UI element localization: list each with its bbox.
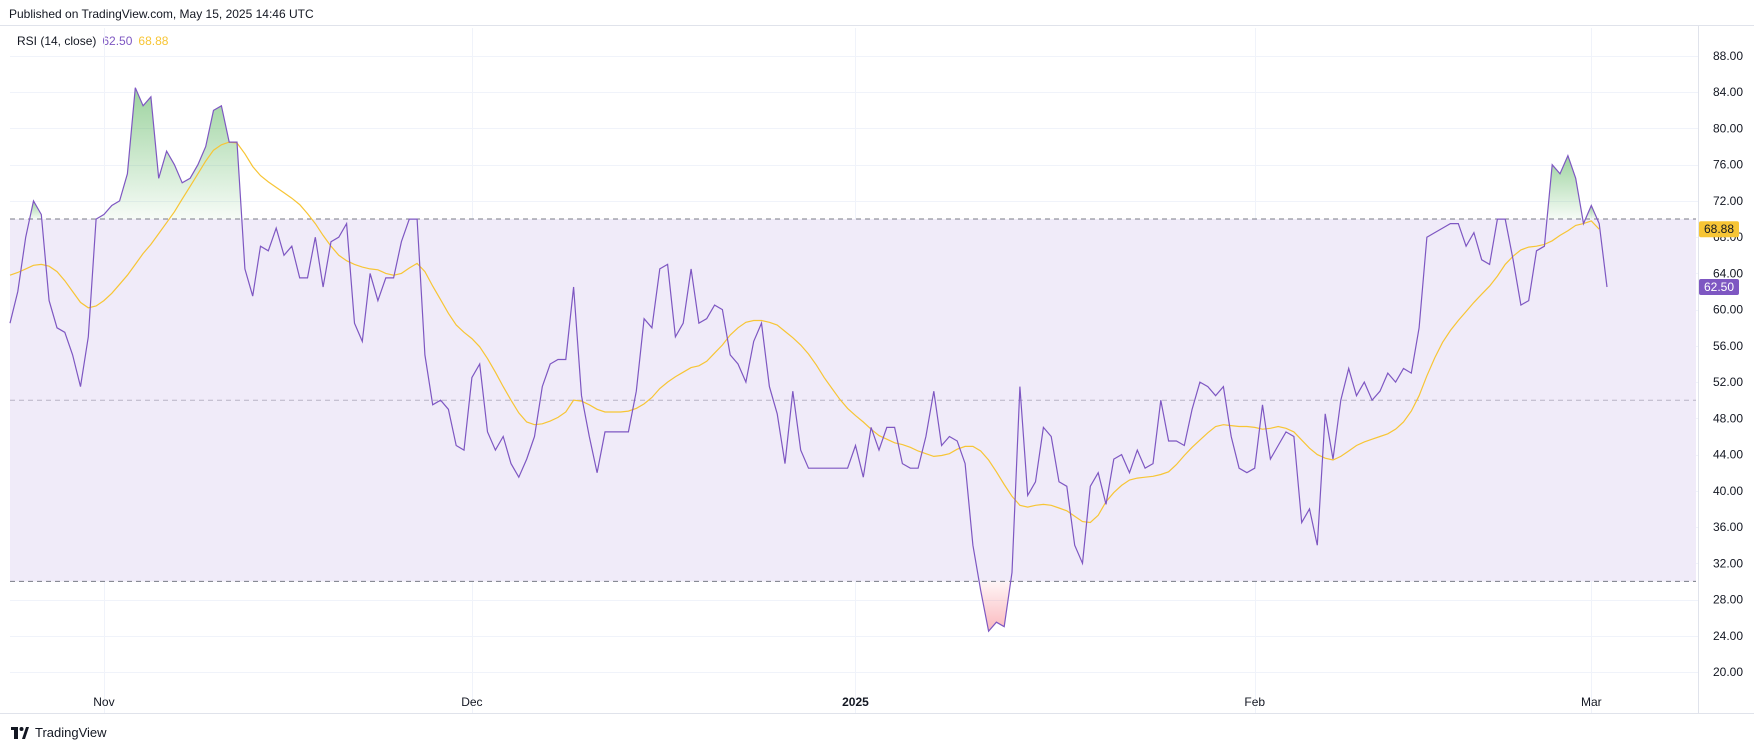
tradingview-logo: TradingView — [11, 725, 107, 740]
published-caption: Published on TradingView.com, May 15, 20… — [9, 7, 314, 21]
y-tick-label: 44.00 — [1713, 448, 1743, 462]
rsi-price-tag-bg — [1699, 279, 1739, 295]
y-tick-label: 32.00 — [1713, 556, 1743, 570]
x-tick-label: Dec — [461, 695, 482, 709]
y-tick-label: 40.00 — [1713, 484, 1743, 498]
x-tick-label: 2025 — [842, 695, 869, 709]
x-tick-label: Mar — [1581, 695, 1602, 709]
y-tick-label: 36.00 — [1713, 520, 1743, 534]
y-tick-label: 80.00 — [1713, 121, 1743, 135]
rsi-ma-line — [9, 141, 1600, 524]
ma-price-tag-text: 68.88 — [1704, 222, 1734, 236]
y-tick-label: 20.00 — [1713, 665, 1743, 679]
y-tick-label: 28.00 — [1713, 593, 1743, 607]
y-tick-label: 56.00 — [1713, 339, 1743, 353]
overbought-fill — [96, 87, 242, 220]
y-tick-label: 52.00 — [1713, 375, 1743, 389]
rsi-line — [9, 87, 1608, 633]
overbought-fill — [1585, 205, 1598, 220]
y-tick-label: 64.00 — [1713, 266, 1743, 280]
y-tick-label: 24.00 — [1713, 629, 1743, 643]
y-tick-label: 76.00 — [1713, 158, 1743, 172]
indicator-name: RSI (14, close) — [17, 34, 97, 48]
y-tick-label: 84.00 — [1713, 85, 1743, 99]
y-tick-label: 48.00 — [1713, 411, 1743, 425]
x-tick-label: Feb — [1244, 695, 1265, 709]
y-tick-label: 72.00 — [1713, 194, 1743, 208]
tradingview-icon — [11, 726, 29, 739]
rsi-price-tag: 62.50 — [1699, 279, 1739, 295]
x-tick-label: Nov — [93, 695, 114, 709]
ma-price-tag: 68.88 — [1699, 221, 1739, 238]
y-tick-label: 60.00 — [1713, 303, 1743, 317]
oversold-fill — [979, 581, 1011, 632]
brand-name: TradingView — [35, 725, 107, 740]
ma-price-tag-bg — [1699, 221, 1739, 238]
rsi-price-tag-text: 62.50 — [1704, 280, 1734, 294]
indicator-legend[interactable]: RSI (14, close) 62.50 68.88 — [17, 34, 168, 48]
overbought-fill — [1546, 155, 1583, 220]
ma-value: 68.88 — [138, 34, 169, 48]
y-tick-label: 88.00 — [1713, 49, 1743, 63]
rsi-value: 62.50 — [102, 34, 133, 48]
